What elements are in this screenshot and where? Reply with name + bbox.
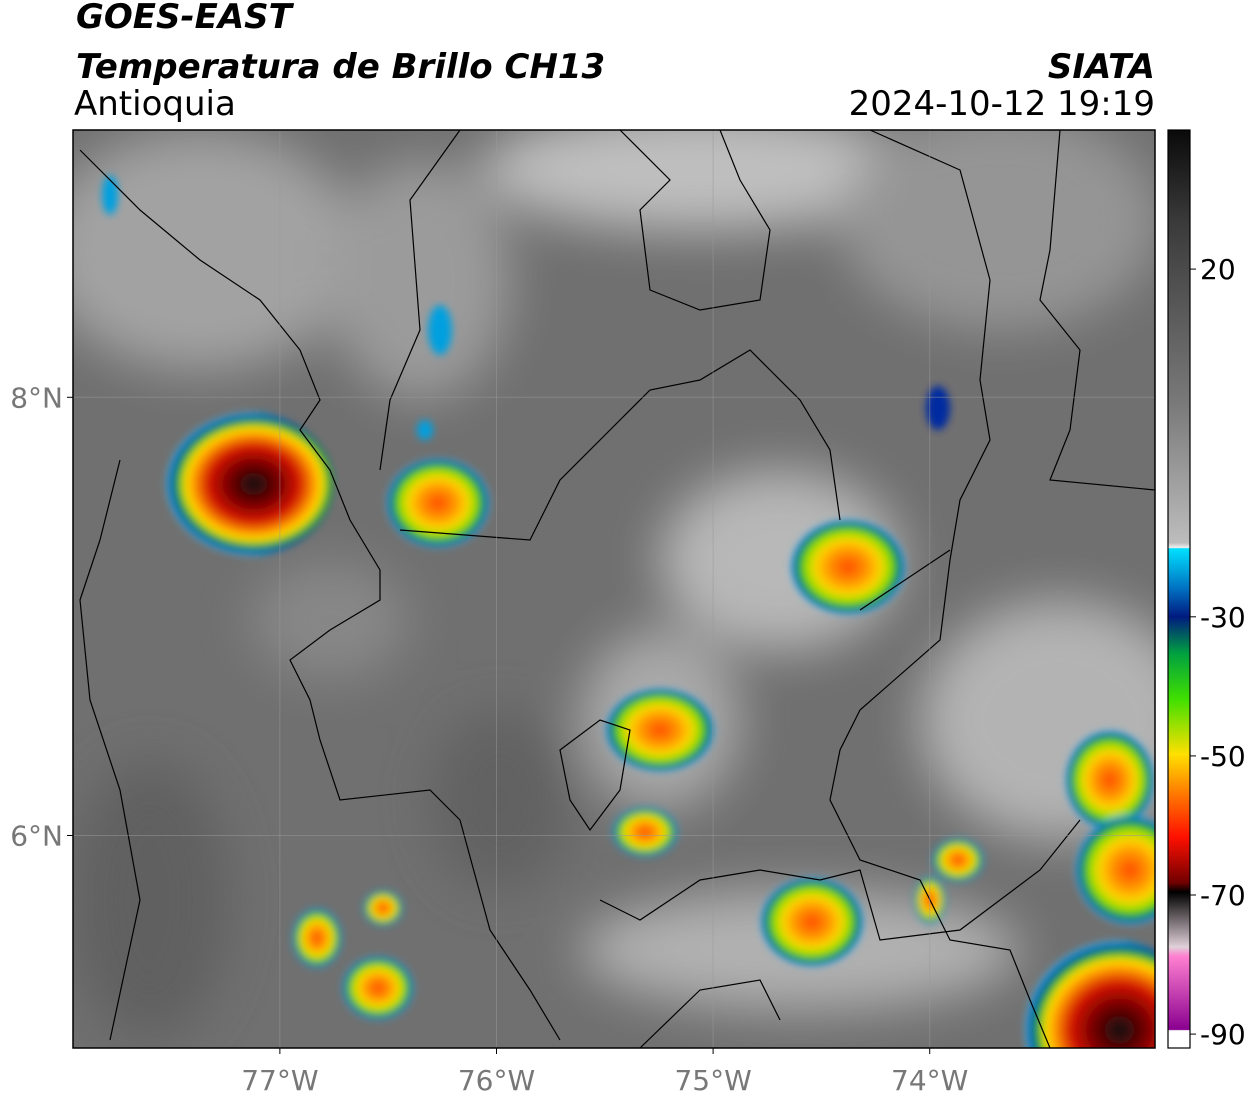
x-tick-label: 77°W (241, 1064, 318, 1097)
x-tick-label: 75°W (674, 1064, 751, 1097)
colorbar (1167, 129, 1191, 1049)
y-tick-label: 6°N (10, 819, 63, 852)
y-tick-label: 8°N (10, 381, 63, 414)
colorbar-tick-label: -30 (1200, 601, 1246, 634)
colorbar-tick-label: 20 (1200, 253, 1236, 286)
colorbar-tick-label: -90 (1200, 1018, 1246, 1051)
timestamp: 2024-10-12 19:19 (849, 84, 1155, 124)
map-frame (72, 129, 1156, 1049)
grid (73, 130, 1155, 1048)
source: SIATA (1048, 47, 1155, 87)
colorbar-tick-label: -50 (1200, 740, 1246, 773)
x-tick-label: 74°W (891, 1064, 968, 1097)
subtitle: Temperatura de Brillo CH13 (76, 47, 605, 87)
x-tick-label: 76°W (458, 1064, 535, 1097)
satellite-image (73, 130, 1155, 1048)
colorbar-tick-label: -70 (1200, 879, 1246, 912)
title: GOES-EAST (76, 0, 295, 37)
region: Antioquia (74, 84, 236, 124)
